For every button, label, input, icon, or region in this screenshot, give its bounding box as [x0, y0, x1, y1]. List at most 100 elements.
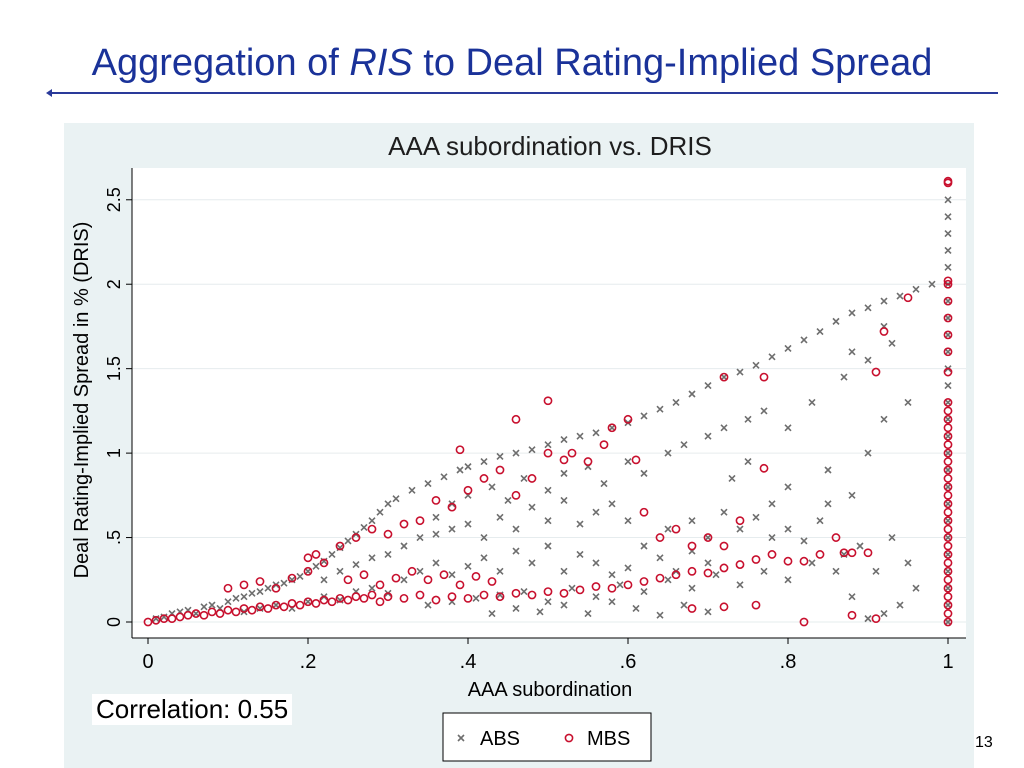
mbs-point — [271, 583, 281, 593]
abs-point — [480, 533, 488, 542]
mbs-point — [351, 592, 361, 602]
abs-point — [944, 601, 952, 609]
mbs-point — [511, 414, 521, 424]
mbs-point — [607, 583, 617, 593]
abs-point — [728, 474, 736, 483]
mbs-point — [367, 590, 377, 600]
mbs-point — [543, 587, 553, 596]
mbs-point — [719, 372, 729, 382]
mbs-point — [655, 533, 665, 542]
abs-point — [904, 398, 912, 407]
slide-title-post: to Deal Rating-Implied Spread — [412, 42, 933, 84]
abs-point — [608, 424, 616, 432]
mbs-point — [943, 617, 953, 627]
mbs-point — [943, 465, 953, 475]
mbs-point — [311, 550, 321, 559]
abs-point — [592, 429, 600, 437]
abs-point — [872, 567, 880, 575]
mbs-point — [735, 516, 745, 526]
mbs-point — [559, 455, 569, 465]
abs-point — [624, 457, 632, 466]
y-tick-label: .5 — [104, 530, 124, 545]
abs-point — [480, 457, 488, 466]
abs-point — [424, 601, 432, 609]
mbs-point — [943, 398, 953, 407]
mbs-point — [159, 614, 169, 624]
abs-point — [560, 601, 568, 609]
mbs-point — [375, 580, 385, 590]
abs-point — [944, 263, 952, 271]
mbs-point — [767, 550, 777, 559]
mbs-point — [479, 590, 489, 600]
abs-point — [848, 309, 856, 317]
abs-point — [336, 567, 344, 575]
mbs-point — [655, 573, 665, 583]
mbs-point — [399, 519, 409, 529]
abs-point — [944, 331, 952, 339]
abs-point — [608, 598, 616, 606]
mbs-point — [943, 592, 953, 602]
abs-point — [808, 559, 816, 567]
x-tick-label: .4 — [460, 651, 477, 673]
mbs-point — [215, 609, 225, 618]
abs-point — [192, 609, 200, 618]
correlation-label: Correlation: 0.55 — [92, 694, 293, 725]
plot-area — [132, 168, 966, 638]
abs-point — [808, 398, 816, 407]
abs-point — [864, 356, 872, 364]
abs-point — [944, 533, 952, 542]
abs-point — [680, 441, 688, 449]
abs-point — [832, 567, 840, 575]
abs-point — [368, 554, 376, 562]
mbs-point — [511, 490, 521, 500]
mbs-point — [191, 609, 201, 618]
abs-point — [688, 517, 696, 525]
mbs-point — [943, 516, 953, 526]
abs-point — [432, 559, 440, 567]
abs-point — [536, 608, 544, 616]
abs-point — [896, 601, 904, 609]
abs-point — [328, 550, 336, 559]
mbs-point — [167, 614, 177, 624]
mbs-point — [871, 614, 881, 624]
mbs-point — [759, 463, 769, 473]
abs-point — [784, 525, 792, 533]
abs-point — [744, 457, 752, 466]
abs-point — [416, 533, 424, 542]
mbs-point — [495, 592, 505, 602]
abs-point — [384, 500, 392, 508]
abs-point — [944, 432, 952, 440]
abs-point — [560, 567, 568, 575]
abs-point — [208, 601, 216, 609]
abs-point — [752, 361, 760, 369]
mbs-point — [303, 597, 313, 607]
abs-point — [304, 598, 312, 606]
mbs-point — [391, 573, 401, 583]
mbs-point — [463, 593, 473, 603]
mbs-point — [335, 541, 345, 551]
abs-point — [560, 436, 568, 444]
mbs-point — [751, 600, 761, 610]
x-tick-label: 0 — [142, 651, 153, 673]
abs-point — [512, 547, 520, 555]
mbs-point — [447, 502, 457, 512]
abs-point — [688, 390, 696, 398]
mbs-point — [343, 575, 353, 585]
abs-point — [320, 576, 328, 584]
abs-point — [424, 479, 432, 488]
abs-point — [528, 559, 536, 567]
mbs-point — [943, 558, 953, 568]
abs-point — [416, 567, 424, 575]
abs-point — [544, 441, 552, 449]
abs-point — [736, 581, 744, 589]
mbs-point — [559, 588, 569, 598]
mbs-point — [303, 553, 313, 563]
x-tick-label: .2 — [300, 651, 317, 673]
abs-point — [592, 593, 600, 601]
abs-point — [608, 500, 616, 508]
abs-point — [904, 559, 912, 567]
mbs-point — [527, 474, 537, 483]
abs-point — [480, 554, 488, 562]
mbs-point — [943, 474, 953, 483]
